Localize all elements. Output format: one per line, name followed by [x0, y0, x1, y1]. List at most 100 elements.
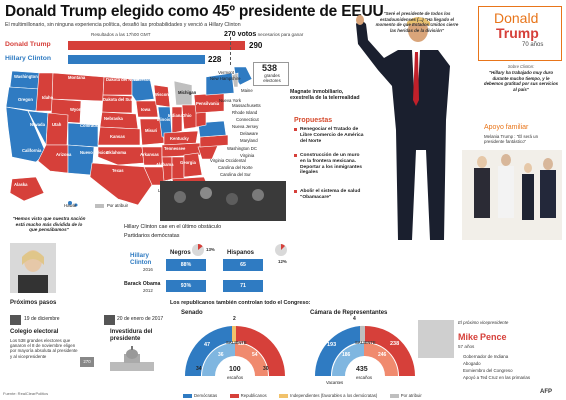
college-head: Colegio electoral — [10, 329, 59, 335]
senate-saliente: SALIENTE — [226, 340, 247, 345]
senate-label: Senado — [181, 310, 203, 316]
vp-name-last: Pence — [480, 332, 507, 342]
map-label-nuevo-mexico: Nuevo México — [80, 150, 109, 155]
hispanos-other-pie — [275, 244, 287, 256]
senate-out-rep-val: 30 — [263, 366, 269, 372]
trump-photo — [356, 15, 450, 240]
row-year-2012: 2012 — [143, 288, 153, 293]
map-label-ohio: Ohio — [182, 113, 192, 118]
page-subtitle: El multimillonario, sin ninguna experien… — [5, 22, 241, 28]
legend-dem-swatch — [183, 393, 192, 398]
stat-negros-2012: 93% — [166, 280, 206, 292]
senate-out-rep — [235, 343, 268, 376]
map-label-kentucky: Kentucky — [170, 136, 189, 141]
clinton-votes: 228 — [208, 55, 222, 64]
map-label-iowa: Iowa — [141, 107, 151, 112]
congress-head: Los republicanos también controlan todo … — [170, 300, 311, 306]
senate-dem-arc — [184, 326, 232, 376]
vp-age: 57 años — [458, 344, 475, 349]
house-ind-val: 4 — [353, 316, 356, 322]
state-arkansas — [141, 146, 163, 166]
map-label-washington-dc: Washington DC — [227, 146, 257, 151]
vp-name-first: Mike — [458, 332, 479, 342]
clinton-photo — [10, 243, 56, 293]
state-alaska — [9, 176, 45, 202]
senate-b: 54 — [252, 352, 258, 358]
map-label-texas: Texas — [112, 168, 124, 173]
map-label-rhode-island: Rhode Island — [232, 110, 258, 115]
stat-hispanos-2016: 65 — [223, 259, 263, 271]
vp-item-3: Exmiembro del Congreso — [463, 368, 513, 373]
state-idaho — [35, 72, 54, 112]
map-label-wisconsin: Wisconsin — [154, 92, 175, 97]
state-oklahoma — [97, 146, 145, 166]
votes-needed-text: necesarios para ganar — [257, 32, 304, 37]
row-label-clinton: Clinton — [130, 259, 152, 266]
map-label-maryland: Maryland — [240, 138, 258, 143]
map-label-misuri: Misuri — [145, 128, 158, 133]
senate-a: 36 — [218, 352, 224, 358]
map-label-pensilvania: Pensilvania — [196, 101, 220, 106]
state-arizona — [37, 144, 69, 174]
map-label-wyoming: Wyoming — [70, 107, 89, 112]
crowd-photo — [160, 181, 286, 221]
trump-main-quote: "Seré el presidente de todos los estadou… — [375, 11, 459, 33]
profile-tagline: Magnate inmobiliario, exestrella de la t… — [290, 89, 360, 102]
map-label-colorado: Colorado — [80, 123, 99, 128]
vp-head: El próximo vicepresidente — [458, 320, 509, 325]
state-tennessee — [161, 142, 203, 158]
pence-photo — [418, 320, 454, 358]
map-label-utah: Utah — [52, 122, 62, 127]
map-label-arizona: Arizona — [56, 152, 72, 157]
hispanos-other-pct: 12% — [278, 259, 287, 264]
profile-name-last: Trump — [496, 25, 539, 41]
congress-legend: Demócratas Republicanos Independientes (… — [183, 387, 430, 400]
house-rep-arc — [365, 326, 415, 376]
map-label-dakota-sur: Dakota del Sur — [103, 97, 133, 102]
col-hispanos: Hispanos — [227, 250, 255, 256]
clinton-result-bar — [68, 55, 205, 64]
house-b: 246 — [378, 352, 387, 358]
row-label-hillary: Hillary — [130, 252, 149, 259]
clinton-concession-quote: "Hemos visto que nuestra nación está muc… — [12, 216, 86, 232]
map-label-tennessee: Tennessee — [164, 146, 186, 151]
proposals-head: Propuestas — [294, 117, 333, 124]
proposal-item-2: Construcción de un muro en la frontera m… — [300, 153, 362, 176]
support-head: Apoyo familiar — [484, 124, 529, 131]
state-indiana — [171, 106, 183, 134]
map-label-carolina-norte: Carolina del Norte — [218, 165, 253, 170]
map-label-maine: Maine — [241, 88, 253, 93]
senate-chart — [184, 325, 285, 376]
state-south-dakota — [101, 94, 133, 114]
map-legend-pending: Por atribuir — [107, 203, 129, 208]
state-kansas — [97, 126, 141, 146]
partisans-title: Partidarios demócratas — [124, 233, 180, 239]
vp-item-4: Apoyó a Ted Cruz en las primarias — [463, 375, 531, 380]
proposal-item-3: Abolir el sistema de salud "Obamacare" — [300, 189, 361, 200]
state-ohio — [181, 104, 199, 130]
trump-result-bar — [68, 41, 245, 50]
row-label-obama: Barack Obama — [124, 281, 161, 287]
map-label-minnesota: Minesota — [134, 77, 153, 82]
state-west-virginia — [195, 110, 207, 128]
clinton-bar-label: Hillary Clinton — [5, 55, 52, 62]
map-label-oklahoma: Oklahoma — [106, 150, 127, 155]
profile-name-first: Donald — [494, 10, 539, 26]
legend-pending-swatch — [389, 393, 399, 398]
map-label-arkansas: Arkansas — [140, 152, 159, 157]
house-seats-lbl: escaños — [356, 375, 373, 380]
house-vacantes: Vacantes — [326, 380, 344, 385]
stat-negros-2016: 88% — [166, 259, 206, 271]
date-december: 19 de diciembre — [24, 316, 60, 322]
stat-hispanos-2012: 71 — [223, 280, 263, 292]
map-label-nevada: Nevada — [30, 122, 45, 127]
clinton-quote-head: Sobre Clinton: — [507, 64, 535, 69]
senate-seats: 100 — [229, 366, 241, 373]
majority-line — [230, 37, 231, 65]
pending-swatch — [95, 204, 104, 208]
map-label-california: California — [22, 148, 42, 153]
vp-item-1: Gobernador de Indiana — [463, 354, 509, 359]
map-label-new-hampshire: New Hampshire — [210, 76, 241, 81]
house-label: Cámara de Representantes — [310, 310, 388, 316]
state-utah — [45, 112, 69, 146]
